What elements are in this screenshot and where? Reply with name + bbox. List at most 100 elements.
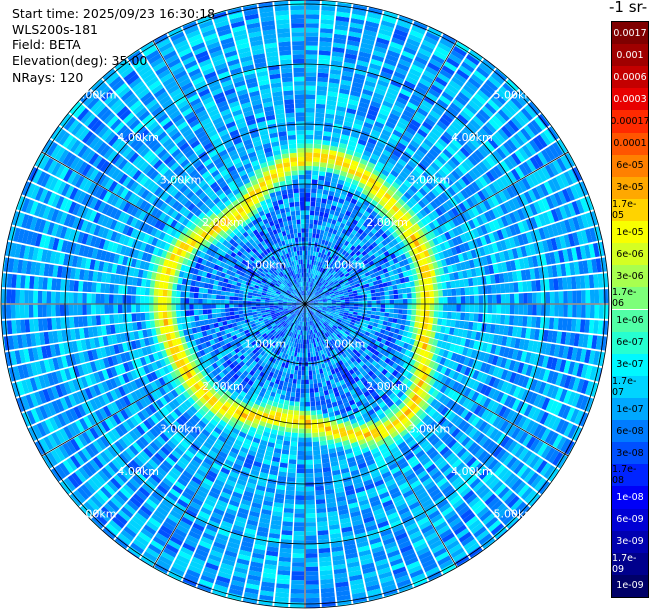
- beta-cell: [320, 278, 325, 284]
- beta-cell: [398, 241, 406, 248]
- beta-cell: [447, 425, 458, 435]
- beta-cell: [427, 433, 437, 443]
- beta-cell: [434, 268, 441, 276]
- beta-cell: [381, 393, 389, 401]
- beta-cell: [406, 372, 414, 380]
- beta-cell: [468, 77, 482, 89]
- beta-cell: [430, 398, 439, 408]
- beta-cell: [462, 200, 471, 210]
- beta-cell: [336, 246, 342, 252]
- beta-cell: [481, 323, 487, 333]
- beta-cell: [374, 420, 383, 428]
- beta-cell: [437, 282, 443, 290]
- beta-cell: [314, 323, 318, 329]
- beta-cell: [412, 508, 425, 519]
- beta-cell: [312, 297, 318, 301]
- beta-cell: [349, 251, 356, 257]
- beta-cell: [327, 272, 332, 278]
- beta-cell: [368, 423, 376, 431]
- beta-cell: [320, 285, 325, 290]
- beta-cell: [332, 215, 339, 221]
- beta-cell: [383, 125, 394, 133]
- beta-cell: [423, 393, 431, 402]
- beta-cell: [305, 81, 316, 86]
- beta-cell: [501, 489, 514, 502]
- beta-cell: [312, 289, 317, 294]
- beta-cell: [354, 119, 364, 126]
- beta-cell: [321, 286, 326, 290]
- beta-cell: [310, 310, 315, 314]
- beta-cell: [315, 396, 321, 402]
- beta-cell: [295, 486, 305, 492]
- beta-cell: [320, 399, 326, 406]
- beta-cell: [362, 126, 372, 134]
- beta-cell: [349, 306, 354, 309]
- beta-cell: [329, 149, 337, 156]
- beta-cell: [417, 259, 424, 267]
- beta-cell: [368, 387, 375, 394]
- beta-cell: [427, 248, 434, 256]
- beta-cell: [459, 486, 472, 498]
- beta-cell: [470, 249, 478, 259]
- beta-cell: [370, 210, 378, 218]
- beta-cell: [463, 453, 474, 465]
- beta-cell: [290, 593, 305, 599]
- beta-cell: [305, 76, 317, 82]
- beta-cell: [499, 203, 509, 215]
- beta-cell: [329, 145, 338, 152]
- beta-cell: [392, 494, 404, 504]
- beta-cell: [504, 315, 510, 325]
- beta-cell: [390, 79, 403, 88]
- beta-cell: [456, 528, 470, 540]
- beta-cell: [420, 43, 434, 54]
- beta-cell: [318, 386, 324, 393]
- beta-cell: [327, 256, 332, 262]
- beta-cell: [300, 393, 305, 398]
- beta-cell: [563, 204, 572, 218]
- beta-cell: [485, 170, 496, 183]
- beta-cell: [354, 171, 363, 178]
- beta-cell: [340, 283, 346, 288]
- beta-cell: [279, 552, 292, 558]
- beta-cell: [373, 350, 380, 357]
- beta-cell: [332, 287, 338, 292]
- beta-cell: [419, 209, 428, 218]
- beta-cell: [400, 7, 416, 17]
- beta-cell: [406, 257, 414, 264]
- beta-cell: [429, 297, 435, 304]
- beta-cell: [513, 315, 519, 326]
- beta-cell: [318, 543, 330, 549]
- beta-cell: [348, 187, 356, 194]
- beta-cell: [406, 200, 414, 209]
- beta-cell: [310, 310, 314, 315]
- beta-cell: [331, 51, 344, 58]
- beta-cell: [309, 301, 314, 303]
- beta-cell: [370, 427, 379, 435]
- beta-cell: [527, 189, 537, 202]
- beta-cell: [377, 359, 385, 366]
- beta-cell: [435, 551, 450, 562]
- beta-cell: [460, 287, 466, 296]
- beta-cell: [532, 304, 537, 316]
- beta-cell: [501, 262, 508, 273]
- beta-cell: [436, 217, 444, 226]
- beta-cell: [279, 547, 292, 554]
- beta-cell: [485, 474, 497, 487]
- beta-cell: [305, 263, 307, 269]
- beta-cell: [421, 226, 429, 235]
- beta-cell: [317, 266, 322, 272]
- beta-cell: [439, 528, 453, 540]
- beta-cell: [380, 104, 392, 113]
- beta-cell: [363, 199, 371, 207]
- beta-cell: [335, 110, 346, 117]
- beta-cell: [569, 262, 576, 276]
- beta-cell: [482, 513, 496, 526]
- beta-cell: [517, 374, 526, 387]
- beta-cell: [539, 183, 549, 197]
- beta-cell: [531, 255, 539, 268]
- beta-cell: [477, 450, 489, 462]
- beta-cell: [537, 168, 547, 182]
- beta-cell: [440, 192, 449, 202]
- beta-cell: [305, 459, 313, 465]
- beta-cell: [414, 202, 423, 212]
